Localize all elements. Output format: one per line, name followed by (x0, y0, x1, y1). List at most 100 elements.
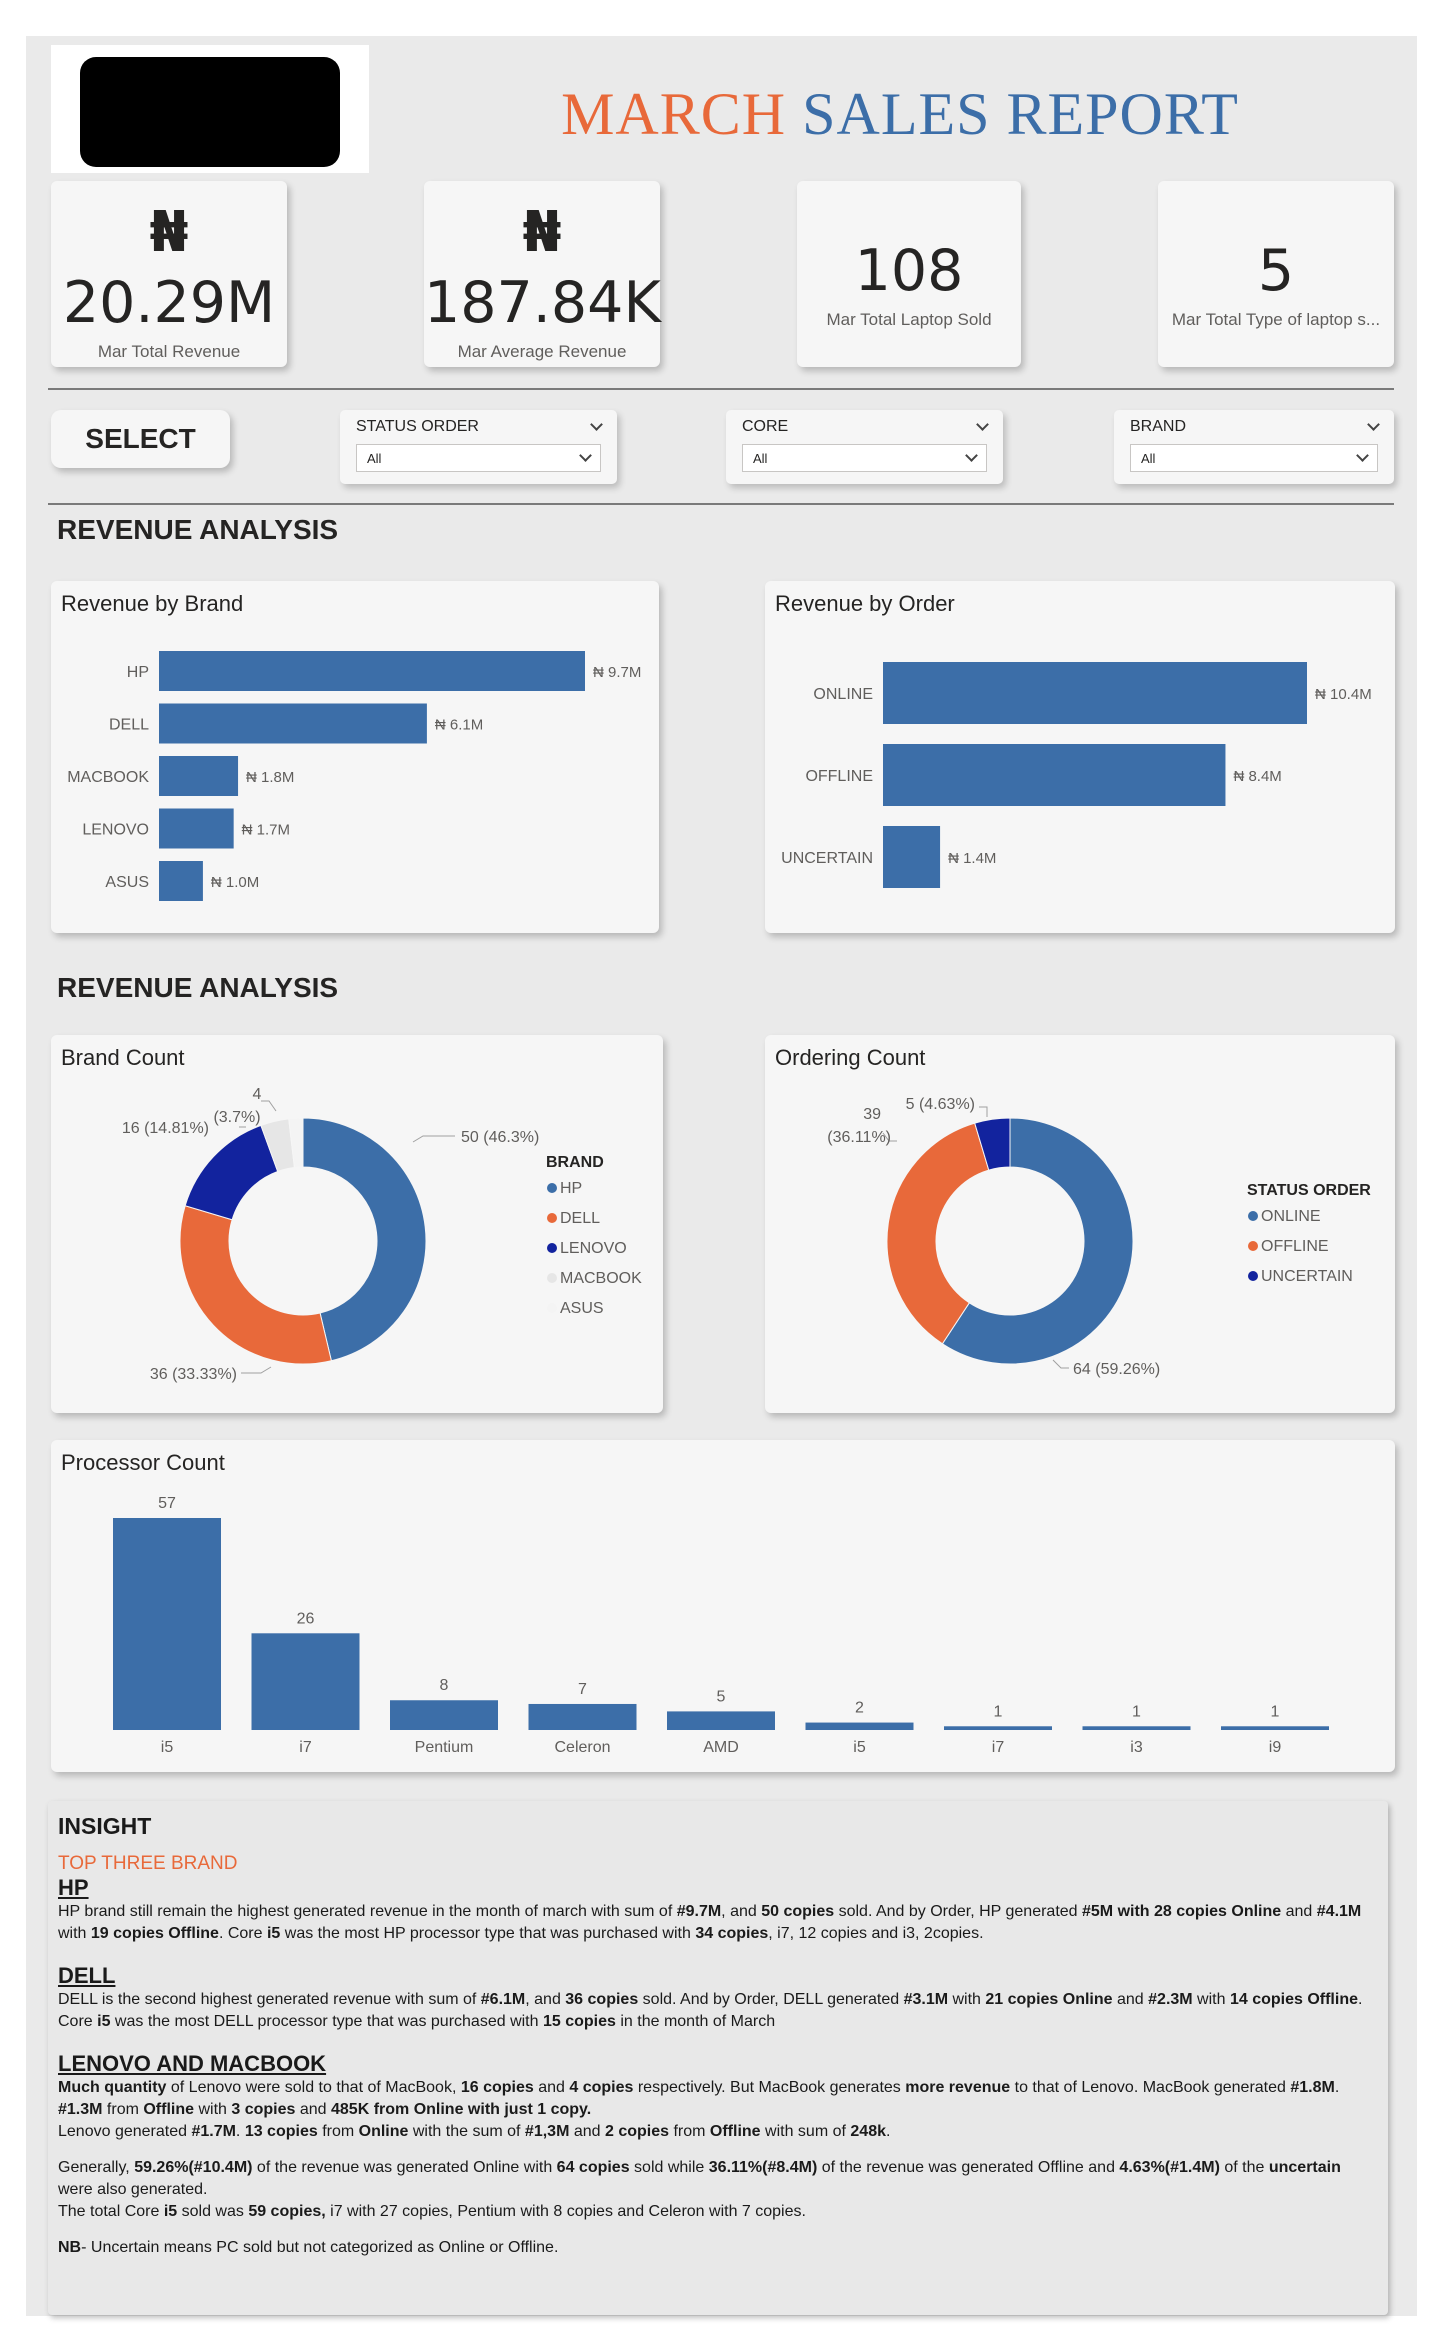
report-title-rest: SALES REPORT (802, 81, 1239, 147)
brand-dropdown[interactable]: All (1130, 444, 1378, 472)
status-order-dropdown[interactable]: All (356, 444, 601, 472)
kpi-total-laptop-types: 5 Mar Total Type of laptop s... (1158, 181, 1394, 367)
legend-label: ASUS (560, 1300, 604, 1317)
data-label: 4 (253, 1086, 262, 1103)
leader-line (979, 1106, 988, 1117)
insight-heading-lenovo-macbook: LENOVO AND MACBOOK (58, 2051, 327, 2076)
bar (159, 703, 427, 744)
bar (883, 826, 941, 888)
data-label: 8 (440, 1677, 449, 1694)
bar (159, 756, 239, 796)
donut-slice-asus (288, 1117, 304, 1169)
bar (251, 1633, 360, 1730)
bar (1221, 1726, 1329, 1730)
chevron-down-icon (579, 449, 592, 462)
divider (48, 503, 1394, 505)
ordering-count-card: Ordering Count STATUS ORDER ONLINE OFFLINE… (765, 1035, 1395, 1413)
bar (390, 1700, 498, 1730)
data-label: 36 (33.33%) (150, 1366, 237, 1383)
kpi-label: Mar Average Revenue (457, 342, 627, 361)
slicer-title: CORE (742, 418, 789, 435)
data-label: 5 (4.63%) (906, 1096, 975, 1113)
legend-title: STATUS ORDER (1247, 1182, 1371, 1199)
bar (1082, 1726, 1191, 1730)
data-label: (36.11%) (827, 1129, 891, 1146)
category-label: AMD (703, 1739, 739, 1756)
slicer-title: BRAND (1130, 418, 1187, 435)
naira-icon: ₦ (149, 200, 189, 265)
select-button[interactable]: SELECT (51, 410, 230, 468)
bar (113, 1518, 221, 1730)
data-label: ₦ 1.7M (242, 822, 290, 839)
legend-marker (547, 1213, 557, 1223)
bar (667, 1711, 775, 1730)
chevron-down-icon (965, 449, 978, 462)
legend-label: MACBOOK (560, 1270, 642, 1287)
legend-label: UNCERTAIN (1261, 1268, 1353, 1285)
logo-area (51, 45, 369, 173)
slicer-title: STATUS ORDER (356, 418, 479, 435)
kpi-total-laptop-sold: 108 Mar Total Laptop Sold (797, 181, 1021, 367)
brand-slicer[interactable]: BRAND All (1114, 410, 1394, 484)
legend-label: OFFLINE (1261, 1238, 1329, 1255)
section-title: REVENUE ANALYSIS (57, 972, 339, 1003)
dropdown-value: All (367, 450, 382, 466)
kpi-value: 187.84K (424, 270, 661, 336)
legend-marker (1248, 1271, 1258, 1281)
data-label: ₦ 9.7M (593, 664, 641, 681)
status-order-slicer[interactable]: STATUS ORDER All (340, 410, 617, 484)
kpi-value: 5 (1257, 238, 1295, 304)
category-label: i3 (1130, 1739, 1143, 1756)
legend-marker (1248, 1241, 1258, 1251)
donut-slice-offline (886, 1122, 990, 1345)
legend-marker (547, 1273, 557, 1283)
data-label: 26 (297, 1610, 315, 1627)
chart-title: Processor Count (61, 1450, 225, 1475)
category-label: Pentium (415, 1739, 474, 1756)
core-dropdown[interactable]: All (742, 444, 987, 472)
data-label: 16 (14.81%) (122, 1120, 209, 1137)
category-label: i9 (1269, 1739, 1282, 1756)
data-label: 57 (158, 1495, 176, 1512)
data-label: ₦ 1.4M (948, 850, 996, 867)
redacted-logo (80, 57, 340, 167)
chevron-down-icon[interactable] (1367, 418, 1380, 431)
section-title: REVENUE ANALYSIS (57, 514, 339, 545)
category-label: Celeron (554, 1739, 610, 1756)
data-label: (3.7%) (213, 1109, 260, 1126)
legend-marker (547, 1183, 557, 1193)
bar (159, 808, 234, 849)
category-label: i5 (853, 1739, 866, 1756)
leader-line (1052, 1359, 1069, 1369)
leader-line (261, 1100, 277, 1112)
legend-marker (547, 1303, 557, 1313)
chart-title: Revenue by Order (775, 591, 955, 616)
donut-slice-dell (179, 1205, 332, 1365)
core-slicer[interactable]: CORE All (726, 410, 1003, 484)
legend-label: DELL (560, 1210, 600, 1227)
chevron-down-icon (1356, 449, 1369, 462)
divider (48, 388, 1394, 390)
data-label: 5 (717, 1688, 726, 1705)
category-label: LENOVO (82, 822, 149, 839)
bar (883, 744, 1226, 806)
ordering-count-chart: STATUS ORDER ONLINE OFFLINE UNCERTAIN 64 (59… (827, 1096, 1371, 1378)
chart-title: Revenue by Brand (61, 591, 244, 616)
chevron-down-icon[interactable] (590, 418, 603, 431)
bar (805, 1722, 914, 1730)
insight-paragraph-hp: HP brand still remain the highest genera… (58, 1903, 1362, 1942)
legend-title: BRAND (546, 1154, 604, 1171)
revenue-by-order-chart: ONLINE ₦ 10.4M OFFLINE ₦ 8.4M UNCERTAIN ₦ 1.4… (781, 662, 1372, 888)
data-label: ₦ 1.8M (246, 769, 294, 786)
donut-slice-hp (302, 1117, 427, 1362)
category-label: UNCERTAIN (781, 850, 873, 867)
data-label: ₦ 1.0M (211, 874, 259, 891)
kpi-label: Mar Total Revenue (97, 342, 241, 361)
insight-panel: INSIGHT TOP THREE BRAND HP HP brand stil… (48, 1801, 1388, 2315)
data-label: 64 (59.26%) (1073, 1361, 1160, 1378)
category-label: ONLINE (813, 686, 873, 703)
chevron-down-icon[interactable] (976, 418, 989, 431)
bar (944, 1726, 1052, 1730)
bar (159, 861, 203, 901)
processor-count-card: Processor Count 57 i5 26 i7 8 Pentium 7 Celeron… (51, 1440, 1395, 1772)
